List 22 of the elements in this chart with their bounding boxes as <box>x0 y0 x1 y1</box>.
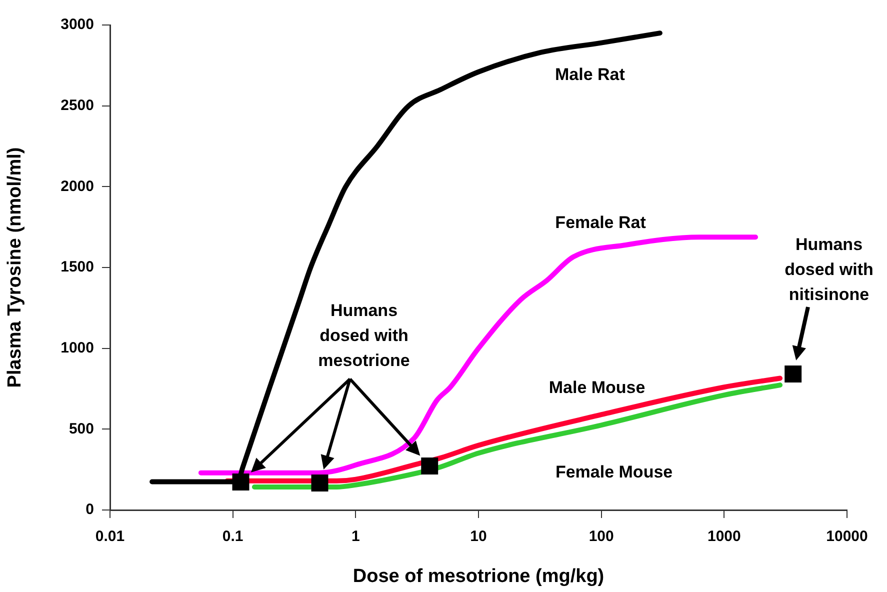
x-tick-label: 1000 <box>707 528 741 546</box>
x-tick-label: 1 <box>351 528 360 546</box>
x-tick-label: 100 <box>588 528 614 546</box>
series-label: Female Rat <box>555 212 646 232</box>
y-tick-label: 0 <box>86 501 94 518</box>
y-tick-label: 3000 <box>60 16 94 34</box>
y-tick-label: 1000 <box>60 339 94 356</box>
x-tick-label: 0.1 <box>222 528 244 546</box>
x-tick-label: 10 <box>470 528 487 546</box>
annotation: Humans dosed with nitisinone <box>784 234 874 306</box>
x-tick-label: 0.01 <box>95 528 125 546</box>
series-label: Male Mouse <box>548 378 646 397</box>
y-tick-label: 2000 <box>60 178 94 195</box>
x-axis-title: Dose of mesotrione (mg/kg) <box>352 566 604 587</box>
annotation: Humans dosed with mesotrione <box>317 300 411 372</box>
series-label: Male Rat <box>554 64 626 84</box>
y-tick-label: 500 <box>68 420 94 438</box>
y-tick-label: 1500 <box>60 258 94 276</box>
y-tick-label: 2500 <box>60 96 94 114</box>
y-axis-title: Plasma Tyrosine (nmol/ml) <box>4 147 26 388</box>
series-label: Female Mouse <box>555 462 673 482</box>
x-tick-label: 10000 <box>826 528 868 546</box>
